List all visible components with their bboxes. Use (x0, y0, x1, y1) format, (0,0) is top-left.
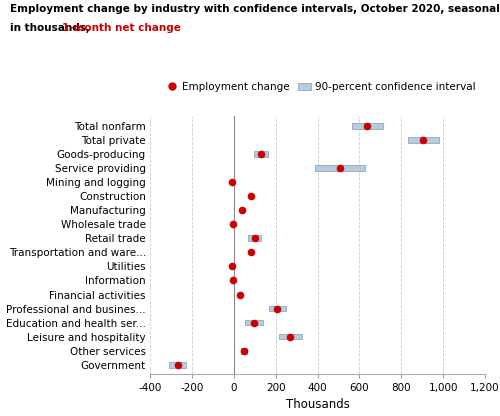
Bar (316, 166, 365, 171)
Bar (248, 235, 262, 241)
X-axis label: Thousands: Thousands (286, 398, 350, 411)
Text: Employment change by industry with confidence intervals, October 2020, seasonall: Employment change by industry with confi… (10, 4, 500, 14)
Bar (241, 348, 247, 354)
Bar (254, 151, 268, 157)
Legend: Employment change, 90-percent confidence interval: Employment change, 90-percent confidence… (162, 78, 480, 96)
Bar (269, 306, 285, 312)
Text: 1-month net change: 1-month net change (62, 23, 182, 33)
Bar (280, 334, 301, 339)
Bar (408, 137, 438, 143)
Bar (169, 362, 186, 367)
Text: in thousands,: in thousands, (10, 23, 94, 33)
Bar (246, 319, 263, 325)
Bar (352, 124, 383, 129)
